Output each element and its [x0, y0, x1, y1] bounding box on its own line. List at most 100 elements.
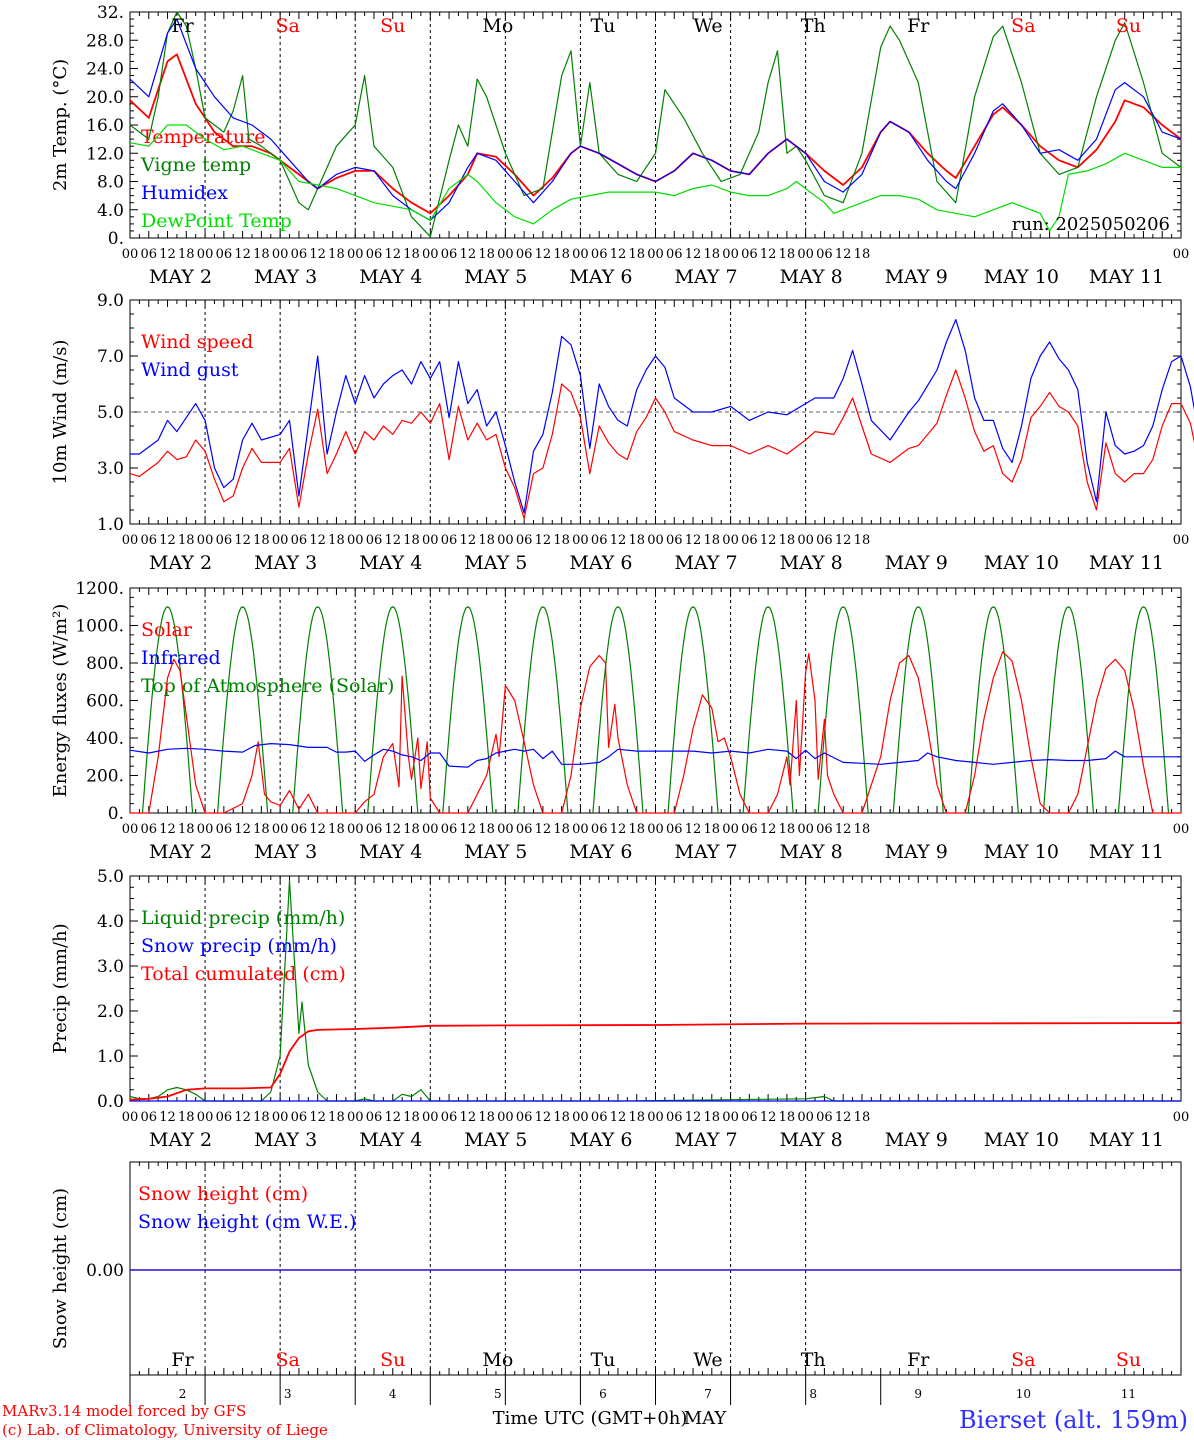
day-name: Sa	[1011, 15, 1035, 37]
day-name: Su	[1116, 1349, 1141, 1371]
y-tick-label: 1200.	[75, 579, 124, 599]
date-label: MAY 2	[149, 266, 212, 288]
day-name: Fr	[907, 1349, 930, 1371]
hour-tick-label: 18	[403, 822, 420, 837]
hour-tick-label: 06	[516, 822, 533, 837]
hour-tick-label: 00	[422, 247, 439, 262]
hour-tick-label: 18	[779, 822, 796, 837]
hour-tick-label: 18	[403, 247, 420, 262]
y-tick-label: 4.0	[97, 201, 124, 221]
hour-tick-label: 18	[178, 1110, 195, 1125]
hour-tick-label: 12	[760, 1110, 777, 1125]
hour-tick-label: 12	[760, 247, 777, 262]
hour-tick-label: 12	[460, 1110, 477, 1125]
y-tick-label: 5.0	[97, 867, 124, 887]
date-label: MAY 6	[569, 552, 632, 574]
hour-tick-label: 06	[366, 1110, 383, 1125]
date-label: MAY 2	[149, 1129, 212, 1151]
hour-tick-label: 18	[253, 247, 270, 262]
date-label: MAY 5	[464, 552, 527, 574]
hour-tick-label: 00	[572, 1110, 589, 1125]
hour-tick-label: 06	[291, 247, 308, 262]
hour-tick-label: 06	[741, 533, 758, 548]
hour-tick-label: 06	[591, 822, 608, 837]
hour-tick-label: 18	[779, 1110, 796, 1125]
copyright-credit: (c) Lab. of Climatology, University of L…	[2, 1421, 328, 1439]
hour-tick-label: 00	[497, 247, 514, 262]
hour-tick-label: 18	[553, 533, 570, 548]
y-axis-label: Snow height (cm)	[50, 1188, 71, 1349]
hour-tick-label: 18	[553, 822, 570, 837]
hour-tick-label: 00	[422, 533, 439, 548]
hour-tick-label: 12	[234, 247, 251, 262]
x-axis-month: MAY	[684, 1408, 728, 1429]
hour-tick-label: 18	[328, 822, 345, 837]
hour-tick-label: 06	[816, 247, 833, 262]
hour-tick-label: 18	[328, 1110, 345, 1125]
hour-tick-label: 00	[422, 1110, 439, 1125]
hour-tick-label: 12	[309, 533, 326, 548]
hour-tick-label: 06	[291, 533, 308, 548]
hour-tick-label: 00	[422, 822, 439, 837]
hour-tick-label: 18	[704, 822, 721, 837]
hour-tick-label: 18	[478, 1110, 495, 1125]
hour-tick-label: 00	[572, 822, 589, 837]
hour-tick-label: 00	[1173, 533, 1190, 548]
model-credit: MARv3.14 model forced by GFS	[2, 1402, 246, 1420]
hour-tick-label: 06	[666, 247, 683, 262]
date-label: MAY 5	[464, 266, 527, 288]
panel-2: 1.0 3.0 5.0 7.0 9.0 10m Wind (m/s) Wind speed W…	[50, 291, 1194, 574]
date-label: MAY 4	[359, 266, 422, 288]
y-tick-label: 28.0	[86, 31, 124, 51]
hour-tick-label: 00	[497, 1110, 514, 1125]
hour-tick-label: 06	[441, 1110, 458, 1125]
hour-tick-label: 00	[1173, 822, 1190, 837]
hour-tick-label: 18	[178, 247, 195, 262]
y-tick-label: 9.0	[97, 291, 124, 311]
hour-tick-label: 12	[685, 247, 702, 262]
hour-tick-label: 18	[704, 247, 721, 262]
date-label: MAY 4	[359, 1129, 422, 1151]
day-name: Su	[1116, 15, 1141, 37]
y-tick-label: 32.	[97, 3, 124, 23]
day-number: 11	[1121, 1387, 1136, 1401]
hour-tick-label: 00	[197, 1110, 214, 1125]
date-label: MAY 9	[885, 841, 948, 863]
hour-tick-label: 12	[610, 247, 627, 262]
hour-tick-label: 00	[497, 533, 514, 548]
y-axis-label: Precip (mm/h)	[50, 923, 71, 1053]
hour-tick-label: 06	[140, 1110, 157, 1125]
panel-1: 0. 4.0 8.0 12.0 16.0 20.0 24.0 28.0 32. 2m Temp. …	[50, 3, 1189, 288]
date-label: MAY 7	[675, 552, 738, 574]
date-label: MAY 6	[569, 1129, 632, 1151]
date-label: MAY 11	[1089, 552, 1164, 574]
hour-tick-label: 12	[685, 1110, 702, 1125]
legend-entry: Vigne temp	[140, 154, 251, 176]
y-axis-label: Energy fluxes (W/m²)	[50, 604, 71, 798]
legend-entry: Snow height (cm)	[138, 1183, 308, 1205]
hour-tick-label: 12	[159, 533, 176, 548]
hour-tick-label: 06	[216, 1110, 233, 1125]
date-label: MAY 2	[149, 841, 212, 863]
hour-tick-label: 00	[722, 1110, 739, 1125]
series-line	[129, 18, 1182, 221]
y-tick-label: 24.0	[86, 60, 124, 80]
hour-tick-label: 18	[628, 533, 645, 548]
y-tick-label: 0.0	[97, 1092, 124, 1112]
date-label: MAY 9	[885, 552, 948, 574]
hour-tick-label: 00	[122, 1110, 139, 1125]
hour-tick-label: 06	[816, 1110, 833, 1125]
hour-tick-label: 12	[835, 247, 852, 262]
hour-tick-label: 06	[140, 247, 157, 262]
hour-tick-label: 06	[366, 822, 383, 837]
hour-tick-label: 12	[460, 822, 477, 837]
hour-tick-label: 18	[253, 533, 270, 548]
hour-tick-label: 06	[591, 533, 608, 548]
y-tick-label: 4.0	[97, 912, 124, 932]
hour-tick-label: 06	[441, 822, 458, 837]
day-number: 6	[599, 1387, 607, 1401]
date-label: MAY 3	[254, 266, 317, 288]
hour-tick-label: 00	[347, 822, 364, 837]
hour-tick-label: 12	[159, 822, 176, 837]
date-label: MAY 4	[359, 552, 422, 574]
